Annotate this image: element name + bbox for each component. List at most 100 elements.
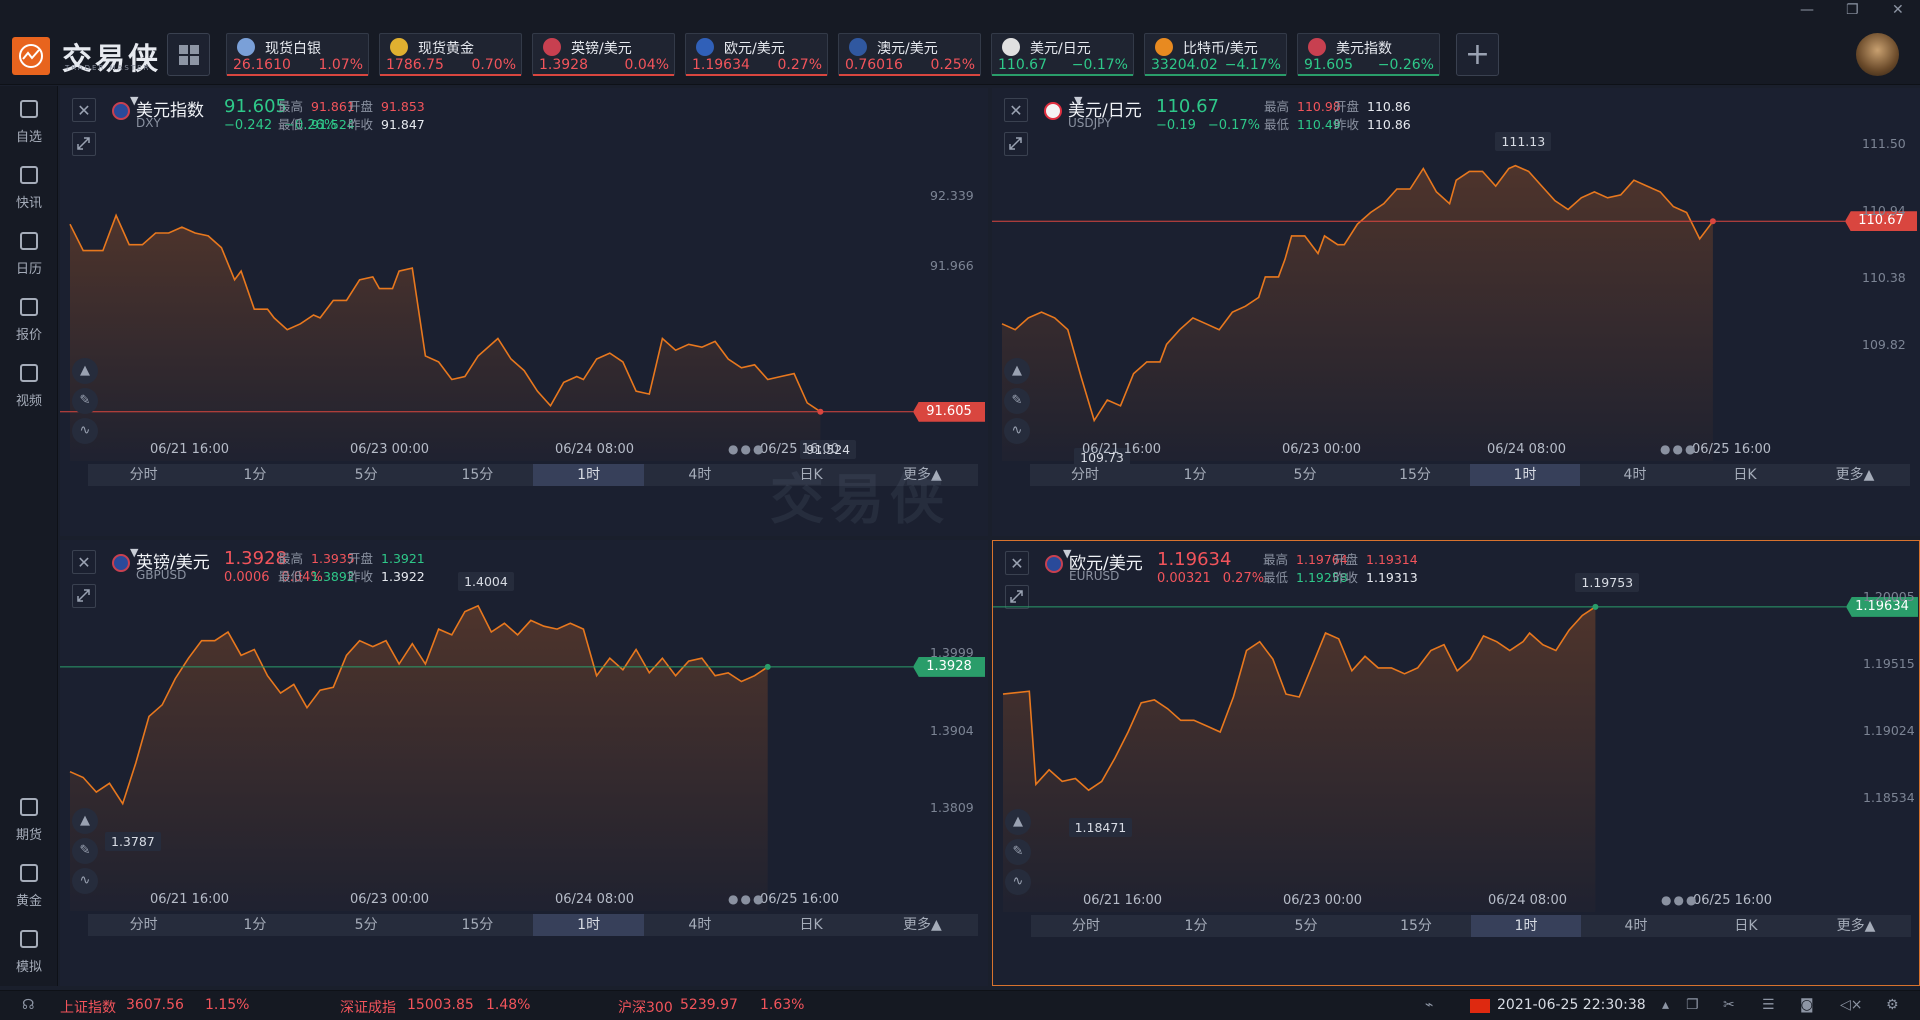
window-icon[interactable]: ❐ bbox=[1686, 997, 1699, 1013]
dropdown-caret-icon[interactable]: ▼ bbox=[130, 546, 139, 559]
add-ticker-button[interactable]: + bbox=[1456, 33, 1499, 76]
timeframe-tab[interactable]: 1分 bbox=[243, 467, 267, 483]
settings-icon[interactable]: ⚙ bbox=[1886, 997, 1899, 1013]
expand-icon[interactable] bbox=[72, 584, 96, 608]
restore-icon[interactable]: ❐ bbox=[1846, 2, 1859, 18]
ticker-tile[interactable]: 现货黄金 1786.75 0.70% bbox=[379, 33, 522, 76]
dropdown-caret-icon[interactable]: ▼ bbox=[1074, 94, 1083, 107]
price-chart[interactable] bbox=[60, 88, 988, 536]
timeframe-tab[interactable]: 日K bbox=[799, 467, 823, 483]
expand-icon[interactable] bbox=[72, 132, 96, 156]
symbol-name[interactable]: 英镑/美元 bbox=[136, 553, 210, 573]
more-dots-icon[interactable]: ●●● bbox=[728, 892, 766, 906]
index-name[interactable]: 沪深300 bbox=[618, 1000, 673, 1016]
price-chart[interactable] bbox=[993, 541, 1920, 987]
close-panel-icon[interactable]: ✕ bbox=[1004, 98, 1028, 122]
timeframe-tab[interactable]: 1时 bbox=[533, 914, 645, 936]
timeframe-tab[interactable]: 更多▲ bbox=[1836, 918, 1876, 934]
list-icon[interactable]: ☰ bbox=[1762, 997, 1775, 1013]
mountain-icon[interactable]: ▲ bbox=[72, 358, 98, 384]
symbol-name[interactable]: 欧元/美元 bbox=[1069, 554, 1143, 574]
timeframe-tab[interactable]: 1分 bbox=[1183, 467, 1207, 483]
symbol-name[interactable]: 美元/日元 bbox=[1068, 101, 1142, 121]
timeframe-tab[interactable]: 日K bbox=[1734, 918, 1758, 934]
mute-icon[interactable]: ◁× bbox=[1840, 997, 1863, 1013]
mountain-icon[interactable]: ▲ bbox=[72, 808, 98, 834]
chart-panel[interactable]: ✕ 欧元/美元 ▼ EURUSD 1.19634 0.00321 0.27% 最高 1.1976… bbox=[992, 540, 1920, 986]
price-chart[interactable] bbox=[60, 540, 988, 986]
timeframe-tab[interactable]: 15分 bbox=[1400, 918, 1432, 934]
sidebar-item[interactable]: 模拟 bbox=[0, 928, 58, 975]
ticker-tile[interactable]: 澳元/美元 0.76016 0.25% bbox=[838, 33, 981, 76]
ticker-tile[interactable]: 现货白银 26.1610 1.07% bbox=[226, 33, 369, 76]
indicator-icon[interactable]: ∿ bbox=[1005, 869, 1031, 895]
ticker-tile[interactable]: 美元指数 91.605 −0.26% bbox=[1297, 33, 1440, 76]
timeframe-tab[interactable]: 1时 bbox=[1471, 915, 1581, 937]
ticker-tile[interactable]: 比特币/美元 33204.02 −4.17% bbox=[1144, 33, 1287, 76]
connection-icon[interactable]: ⌁ bbox=[1425, 997, 1434, 1013]
timeframe-tab[interactable]: 分时 bbox=[129, 467, 158, 483]
close-panel-icon[interactable]: ✕ bbox=[72, 98, 96, 122]
timeframe-tab[interactable]: 15分 bbox=[1399, 467, 1431, 483]
expand-icon[interactable] bbox=[1005, 585, 1029, 609]
sidebar-item[interactable]: 期货 bbox=[0, 796, 58, 843]
pencil-icon[interactable]: ✎ bbox=[72, 838, 98, 864]
timeframe-tab[interactable]: 5分 bbox=[354, 917, 378, 933]
timeframe-tab[interactable]: 15分 bbox=[461, 467, 494, 483]
close-panel-icon[interactable]: ✕ bbox=[72, 550, 96, 574]
layout-grid-button[interactable] bbox=[167, 33, 210, 76]
ticker-tile[interactable]: 英镑/美元 1.3928 0.04% bbox=[532, 33, 675, 76]
timeframe-tab[interactable]: 1分 bbox=[243, 917, 267, 933]
ticker-tile[interactable]: 美元/日元 110.67 −0.17% bbox=[991, 33, 1134, 76]
timeframe-tab[interactable]: 1分 bbox=[1184, 918, 1208, 934]
timeframe-tab[interactable]: 日K bbox=[1733, 467, 1757, 483]
chart-panel[interactable]: ✕ 英镑/美元 ▼ GBPUSD 1.3928 0.0006 0.04% 最高 1.3935 开盘… bbox=[60, 540, 988, 986]
timeframe-tab[interactable]: 4时 bbox=[688, 917, 712, 933]
more-dots-icon[interactable]: ●●● bbox=[1661, 893, 1699, 907]
pencil-icon[interactable]: ✎ bbox=[1004, 388, 1030, 414]
more-dots-icon[interactable]: ●●● bbox=[728, 442, 766, 456]
indicator-icon[interactable]: ∿ bbox=[72, 418, 98, 444]
expand-icon[interactable] bbox=[1004, 132, 1028, 156]
sidebar-item[interactable]: 自选 bbox=[0, 98, 58, 145]
timeframe-tab[interactable]: 更多▲ bbox=[1835, 467, 1875, 483]
more-dots-icon[interactable]: ●●● bbox=[1660, 442, 1698, 456]
sidebar-item[interactable]: 快讯 bbox=[0, 164, 58, 211]
symbol-name[interactable]: 美元指数 bbox=[136, 101, 204, 121]
indicator-icon[interactable]: ∿ bbox=[72, 868, 98, 894]
pencil-icon[interactable]: ✎ bbox=[72, 388, 98, 414]
app-logo-icon[interactable] bbox=[12, 37, 50, 75]
user-avatar[interactable] bbox=[1856, 33, 1899, 76]
mountain-icon[interactable]: ▲ bbox=[1004, 358, 1030, 384]
caret-up-icon[interactable]: ▴ bbox=[1662, 997, 1670, 1013]
price-chart[interactable] bbox=[992, 88, 1920, 536]
timeframe-tab[interactable]: 1时 bbox=[533, 464, 645, 486]
camera-icon[interactable]: ◙ bbox=[1800, 997, 1814, 1013]
timeframe-tab[interactable]: 5分 bbox=[1293, 467, 1317, 483]
timeframe-tab[interactable]: 分时 bbox=[129, 917, 158, 933]
timeframe-tab[interactable]: 5分 bbox=[1294, 918, 1318, 934]
timeframe-tab[interactable]: 15分 bbox=[461, 917, 494, 933]
sidebar-item[interactable]: 报价 bbox=[0, 296, 58, 343]
sidebar-item[interactable]: 日历 bbox=[0, 230, 58, 277]
headset-icon[interactable]: ☊ bbox=[22, 997, 35, 1013]
timeframe-tab[interactable]: 5分 bbox=[354, 467, 378, 483]
timeframe-tab[interactable]: 4时 bbox=[688, 467, 712, 483]
dropdown-caret-icon[interactable]: ▼ bbox=[1063, 547, 1072, 560]
tools-icon[interactable]: ✂ bbox=[1723, 997, 1735, 1013]
dropdown-caret-icon[interactable]: ▼ bbox=[130, 94, 139, 107]
timeframe-tab[interactable]: 更多▲ bbox=[902, 467, 942, 483]
timeframe-tab[interactable]: 4时 bbox=[1623, 467, 1647, 483]
index-name[interactable]: 上证指数 bbox=[60, 1000, 116, 1016]
mountain-icon[interactable]: ▲ bbox=[1005, 809, 1031, 835]
sidebar-item[interactable]: 视频 bbox=[0, 362, 58, 409]
close-window-icon[interactable]: ✕ bbox=[1892, 2, 1904, 18]
close-panel-icon[interactable]: ✕ bbox=[1005, 551, 1029, 575]
chart-panel[interactable]: ✕ 美元指数 ▼ DXY 91.605 −0.242 −0.26% 最高 91.861 开盘 91.… bbox=[60, 88, 988, 536]
index-name[interactable]: 深证成指 bbox=[340, 1000, 396, 1016]
pencil-icon[interactable]: ✎ bbox=[1005, 839, 1031, 865]
indicator-icon[interactable]: ∿ bbox=[1004, 418, 1030, 444]
ticker-tile[interactable]: 欧元/美元 1.19634 0.27% bbox=[685, 33, 828, 76]
timeframe-tab[interactable]: 分时 bbox=[1072, 918, 1100, 934]
timeframe-tab[interactable]: 更多▲ bbox=[902, 917, 942, 933]
